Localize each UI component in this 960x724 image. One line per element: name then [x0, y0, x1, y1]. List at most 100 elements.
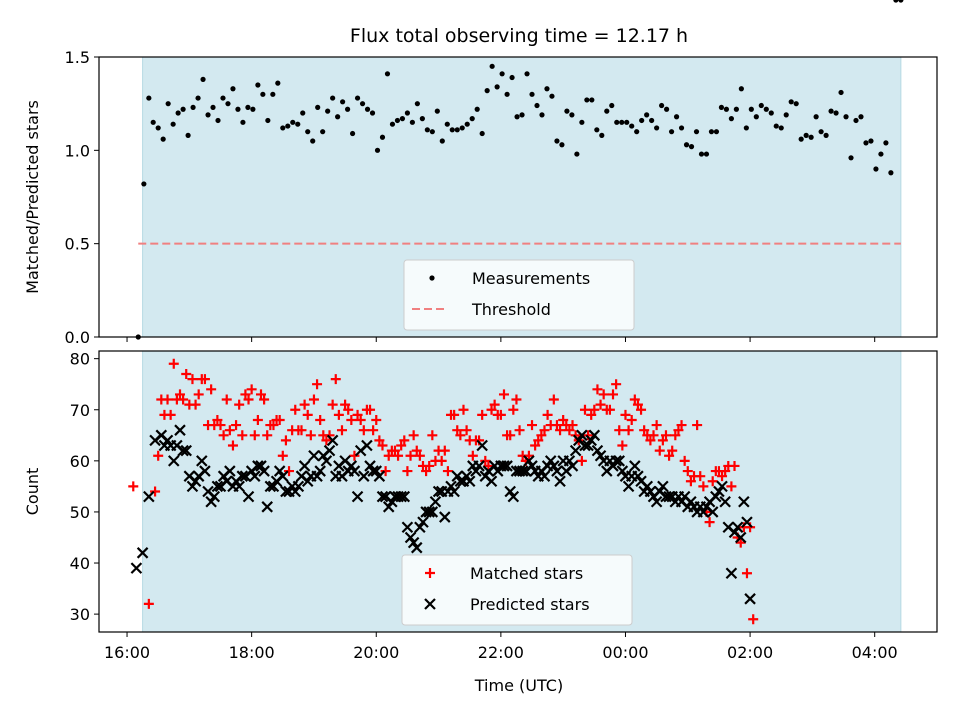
data-point — [741, 516, 753, 528]
data-point — [301, 475, 314, 488]
data-point — [295, 121, 301, 127]
data-point — [878, 151, 884, 157]
data-point — [725, 567, 738, 580]
data-point — [206, 384, 217, 395]
data-point — [389, 121, 396, 127]
data-point — [368, 425, 379, 436]
legend-marker — [424, 598, 436, 610]
data-point — [410, 541, 423, 554]
data-point — [275, 80, 281, 86]
data-point — [343, 404, 354, 415]
data-point — [574, 151, 580, 157]
data-point — [383, 450, 394, 461]
data-point — [585, 434, 597, 447]
data-point — [629, 394, 640, 405]
data-point — [270, 91, 276, 97]
data-point — [315, 414, 326, 425]
data-point — [608, 389, 619, 400]
data-point — [243, 394, 254, 405]
x-tick-label: 00:00 — [602, 643, 648, 662]
data-point — [414, 521, 426, 534]
data-point — [249, 430, 260, 441]
data-point — [277, 470, 289, 482]
data-point — [586, 409, 597, 420]
data-point — [589, 97, 595, 103]
data-point — [609, 102, 615, 109]
data-point — [452, 425, 463, 436]
data-point — [706, 506, 719, 518]
data-point — [504, 91, 510, 97]
data-point — [186, 480, 199, 493]
y-tick-label: 80 — [70, 350, 90, 369]
data-point — [551, 420, 562, 431]
data-point — [828, 108, 834, 114]
data-point — [165, 409, 176, 420]
data-point — [348, 465, 361, 477]
data-point — [576, 429, 588, 442]
data-point — [189, 475, 202, 488]
data-point — [888, 170, 894, 176]
data-point — [624, 119, 630, 125]
data-point — [235, 106, 241, 112]
data-point — [868, 138, 874, 144]
data-point — [486, 404, 497, 415]
data-point — [629, 123, 635, 129]
data-point — [273, 465, 286, 477]
series-matched-stars — [128, 359, 759, 625]
data-point — [651, 420, 662, 431]
data-point — [523, 455, 535, 467]
data-point — [449, 409, 460, 420]
data-point — [710, 490, 722, 503]
data-point — [377, 440, 388, 451]
data-point — [509, 74, 515, 81]
data-point — [439, 511, 451, 523]
data-point — [788, 99, 794, 105]
data-point — [474, 106, 480, 112]
data-point — [320, 455, 333, 467]
data-point — [833, 110, 839, 116]
data-point — [698, 481, 709, 492]
data-point — [743, 125, 749, 131]
data-point — [262, 430, 273, 441]
data-point — [394, 117, 401, 124]
data-point — [838, 89, 844, 96]
data-point — [793, 101, 799, 107]
data-point — [728, 116, 734, 122]
data-point — [673, 425, 684, 436]
data-point — [723, 106, 730, 112]
data-point — [321, 435, 332, 446]
data-point — [542, 409, 553, 420]
data-point — [589, 404, 600, 415]
data-point — [351, 490, 364, 503]
data-point — [233, 480, 245, 493]
data-point — [505, 430, 516, 441]
series-measurements — [135, 0, 904, 340]
data-point — [195, 95, 201, 101]
data-point — [648, 430, 659, 441]
y-axis-label: Count — [23, 468, 42, 516]
data-point — [848, 155, 854, 161]
data-point — [231, 420, 242, 431]
data-point — [808, 134, 814, 140]
data-point — [566, 460, 579, 472]
data-point — [639, 425, 650, 436]
data-point — [220, 95, 226, 101]
data-point — [718, 104, 725, 110]
data-point — [439, 445, 450, 456]
data-point — [326, 434, 339, 447]
data-point — [459, 125, 465, 131]
legend-marker — [429, 275, 435, 281]
data-point — [719, 495, 731, 508]
data-point — [548, 394, 559, 405]
data-point — [598, 389, 609, 400]
data-point — [544, 86, 550, 92]
data-point — [268, 420, 279, 431]
data-point — [863, 140, 869, 146]
data-point — [720, 466, 731, 477]
legend-label: Threshold — [471, 300, 551, 319]
data-point — [458, 404, 469, 415]
data-point — [376, 490, 389, 503]
data-point — [843, 114, 849, 120]
data-point — [346, 414, 357, 425]
data-point — [470, 465, 482, 477]
